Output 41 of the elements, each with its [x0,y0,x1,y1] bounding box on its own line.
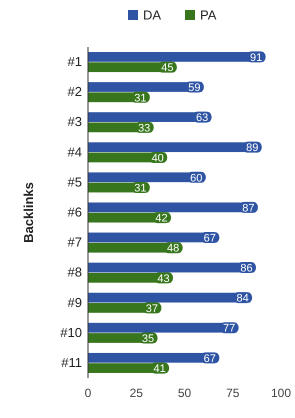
y-tick-label: #1 [68,54,82,70]
data-label: 43 [157,272,170,285]
data-label: 42 [155,212,168,225]
x-tick-label: 25 [130,386,144,400]
y-tick-label: #5 [68,174,82,190]
y-tick-label: #11 [61,354,82,370]
y-tick-label: #7 [68,234,82,250]
y-tick-label: #8 [68,264,82,280]
legend-label: PA [200,8,217,22]
y-tick-label: #3 [68,114,82,130]
x-tick-label: 50 [178,386,192,400]
data-label: 40 [152,152,164,164]
data-label: 84 [236,292,249,305]
y-tick-label: #2 [68,84,82,100]
y-tick-label: #9 [68,294,82,310]
data-label: 37 [146,302,158,315]
data-label: 67 [204,232,216,244]
legend-label: DA [143,8,162,22]
data-label: 59 [188,82,200,94]
data-label: 91 [250,52,262,64]
data-label: 45 [161,62,174,74]
data-label: 86 [240,262,253,275]
data-label: 33 [138,122,150,134]
data-label: 31 [134,182,146,195]
data-label: 35 [142,333,154,345]
data-label: 31 [134,92,146,104]
data-label: 63 [196,112,208,124]
x-tick-label: 0 [84,386,92,400]
data-label: 77 [222,322,236,335]
data-label: 41 [154,363,166,376]
data-label: 87 [242,202,255,214]
data-label: 67 [204,352,216,365]
y-tick-label: #4 [68,144,82,160]
y-axis-title: Backlinks [21,182,36,243]
data-label: 89 [246,142,258,154]
data-label: 48 [167,242,180,255]
x-tick-label: 100 [270,386,292,400]
data-label: 60 [190,172,202,184]
y-tick-label: #10 [60,324,82,340]
x-tick-label: 75 [226,386,240,400]
y-tick-label: #6 [68,204,82,220]
